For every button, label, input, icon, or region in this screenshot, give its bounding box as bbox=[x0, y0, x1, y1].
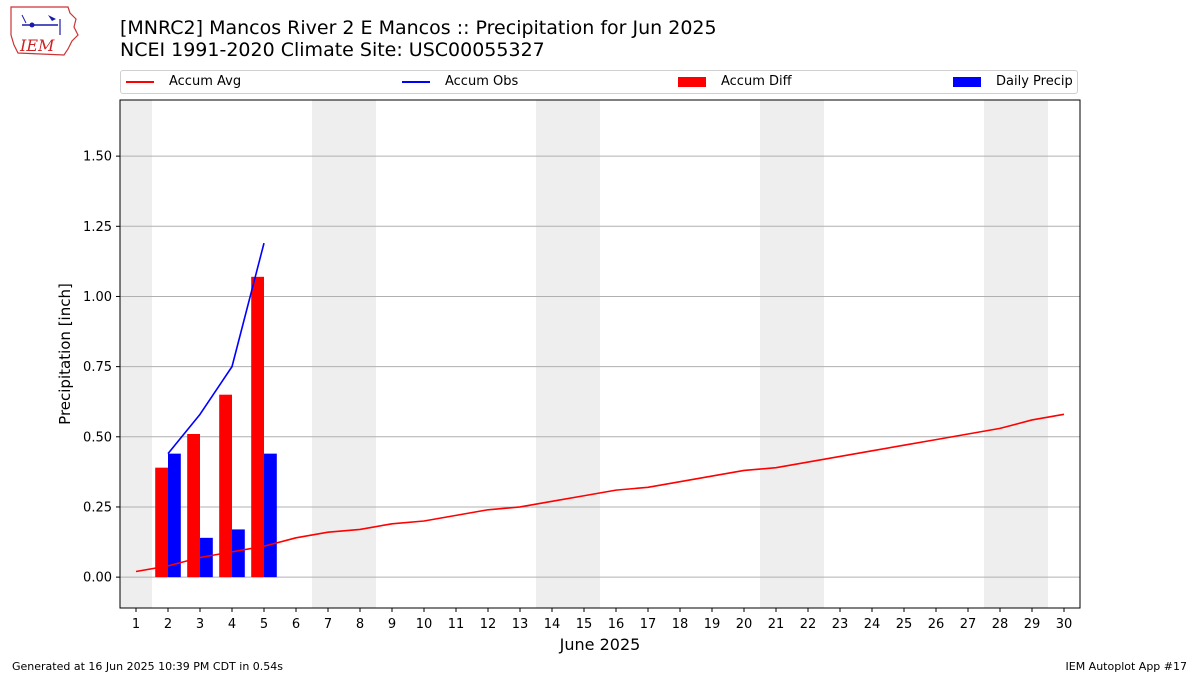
x-tick-label-14: 14 bbox=[544, 617, 561, 632]
x-tick-label-15: 15 bbox=[576, 617, 593, 632]
weekend-band-1 bbox=[120, 100, 152, 608]
x-tick-label-28: 28 bbox=[992, 617, 1009, 632]
y-tick-label-5: 1.25 bbox=[83, 220, 112, 235]
lines-group bbox=[135, 242, 1065, 573]
x-tick-label-24: 24 bbox=[864, 617, 881, 632]
chart-title-line1: [MNRC2] Mancos River 2 E Mancos :: Preci… bbox=[120, 17, 717, 39]
app-id: IEM Autoplot App #17 bbox=[1065, 660, 1188, 673]
x-tick-label-27: 27 bbox=[960, 617, 977, 632]
axes-group: 0.000.250.500.751.001.251.501 2 3 4 5 6 7 8 9 10 1… bbox=[83, 150, 1072, 632]
x-axis-label: June 2025 bbox=[559, 635, 641, 654]
x-tick-label-7: 7 bbox=[324, 617, 332, 632]
x-tick-label-18: 18 bbox=[672, 617, 689, 632]
legend-swatch-accum-avg bbox=[126, 81, 154, 83]
weekend-band-4 bbox=[760, 100, 824, 608]
x-tick-label-5: 5 bbox=[260, 617, 268, 632]
bar-daily-precip-day-3 bbox=[200, 537, 213, 578]
x-tick-label-8: 8 bbox=[356, 617, 364, 632]
y-tick-label-3: 0.75 bbox=[83, 360, 112, 375]
y-tick-label-6: 1.50 bbox=[83, 150, 112, 165]
x-tick-label-13: 13 bbox=[512, 617, 529, 632]
x-tick-label-12: 12 bbox=[480, 617, 497, 632]
x-tick-label-19: 19 bbox=[704, 617, 721, 632]
legend-label-accum-diff: Accum Diff bbox=[721, 74, 792, 89]
line-accum-avg bbox=[135, 413, 1065, 573]
x-tick-label-23: 23 bbox=[832, 617, 849, 632]
x-tick-label-17: 17 bbox=[640, 617, 657, 632]
plot-frame bbox=[119, 99, 1081, 609]
x-tick-label-3: 3 bbox=[196, 617, 204, 632]
bar-accum-diff-day-4 bbox=[219, 394, 232, 578]
bar-daily-precip-day-5 bbox=[264, 453, 277, 578]
x-tick-label-6: 6 bbox=[292, 617, 300, 632]
bar-accum-diff-day-2 bbox=[155, 467, 168, 578]
y-tick-label-4: 1.00 bbox=[83, 290, 112, 305]
y-axis-label: Precipitation [inch] bbox=[56, 283, 74, 425]
x-tick-label-26: 26 bbox=[928, 617, 945, 632]
gridlines-group bbox=[120, 155, 1080, 578]
bar-accum-diff-day-3 bbox=[187, 433, 200, 578]
weekend-band-2 bbox=[312, 100, 376, 608]
line-accum-obs bbox=[167, 242, 265, 455]
iem-logo: IEM bbox=[8, 5, 80, 59]
x-tick-label-1: 1 bbox=[132, 617, 140, 632]
y-tick-label-0: 0.00 bbox=[83, 571, 112, 586]
x-tick-label-20: 20 bbox=[736, 617, 753, 632]
chart-title-line2: NCEI 1991-2020 Climate Site: USC00055327 bbox=[120, 39, 545, 61]
legend-swatch-accum-obs bbox=[402, 81, 430, 83]
y-tick-label-2: 0.50 bbox=[83, 430, 112, 445]
bar-daily-precip-day-4 bbox=[232, 529, 245, 578]
weekend-band-5 bbox=[984, 100, 1048, 608]
iem-logo-graphic: IEM bbox=[10, 6, 79, 56]
x-tick-label-25: 25 bbox=[896, 617, 913, 632]
bars-group bbox=[155, 276, 277, 578]
chart-legend: Accum Avg Accum Obs Accum Diff Daily Pre… bbox=[120, 70, 1078, 94]
x-tick-label-22: 22 bbox=[800, 617, 817, 632]
x-tick-label-9: 9 bbox=[388, 617, 396, 632]
x-tick-label-29: 29 bbox=[1024, 617, 1041, 632]
weekend-band-3 bbox=[536, 100, 600, 608]
legend-label-accum-obs: Accum Obs bbox=[445, 74, 519, 89]
iem-logo-text: IEM bbox=[19, 36, 55, 55]
y-tick-label-1: 0.25 bbox=[83, 500, 112, 515]
weekend-shading-group bbox=[120, 100, 1048, 608]
x-tick-label-30: 30 bbox=[1056, 617, 1073, 632]
bar-daily-precip-day-2 bbox=[168, 453, 181, 578]
legend-swatch-daily-precip bbox=[953, 77, 981, 87]
x-tick-label-11: 11 bbox=[448, 617, 465, 632]
generated-timestamp: Generated at 16 Jun 2025 10:39 PM CDT in… bbox=[12, 660, 284, 673]
x-tick-label-16: 16 bbox=[608, 617, 625, 632]
x-tick-label-10: 10 bbox=[416, 617, 433, 632]
chart-title: [MNRC2] Mancos River 2 E Mancos :: Preci… bbox=[120, 17, 717, 61]
legend-label-accum-avg: Accum Avg bbox=[169, 74, 242, 89]
legend-label-daily-precip: Daily Precip bbox=[996, 74, 1073, 89]
legend-swatch-accum-diff bbox=[678, 77, 706, 87]
bar-accum-diff-day-5 bbox=[251, 276, 264, 578]
x-tick-label-2: 2 bbox=[164, 617, 172, 632]
x-tick-label-4: 4 bbox=[228, 617, 236, 632]
x-tick-label-21: 21 bbox=[768, 617, 785, 632]
